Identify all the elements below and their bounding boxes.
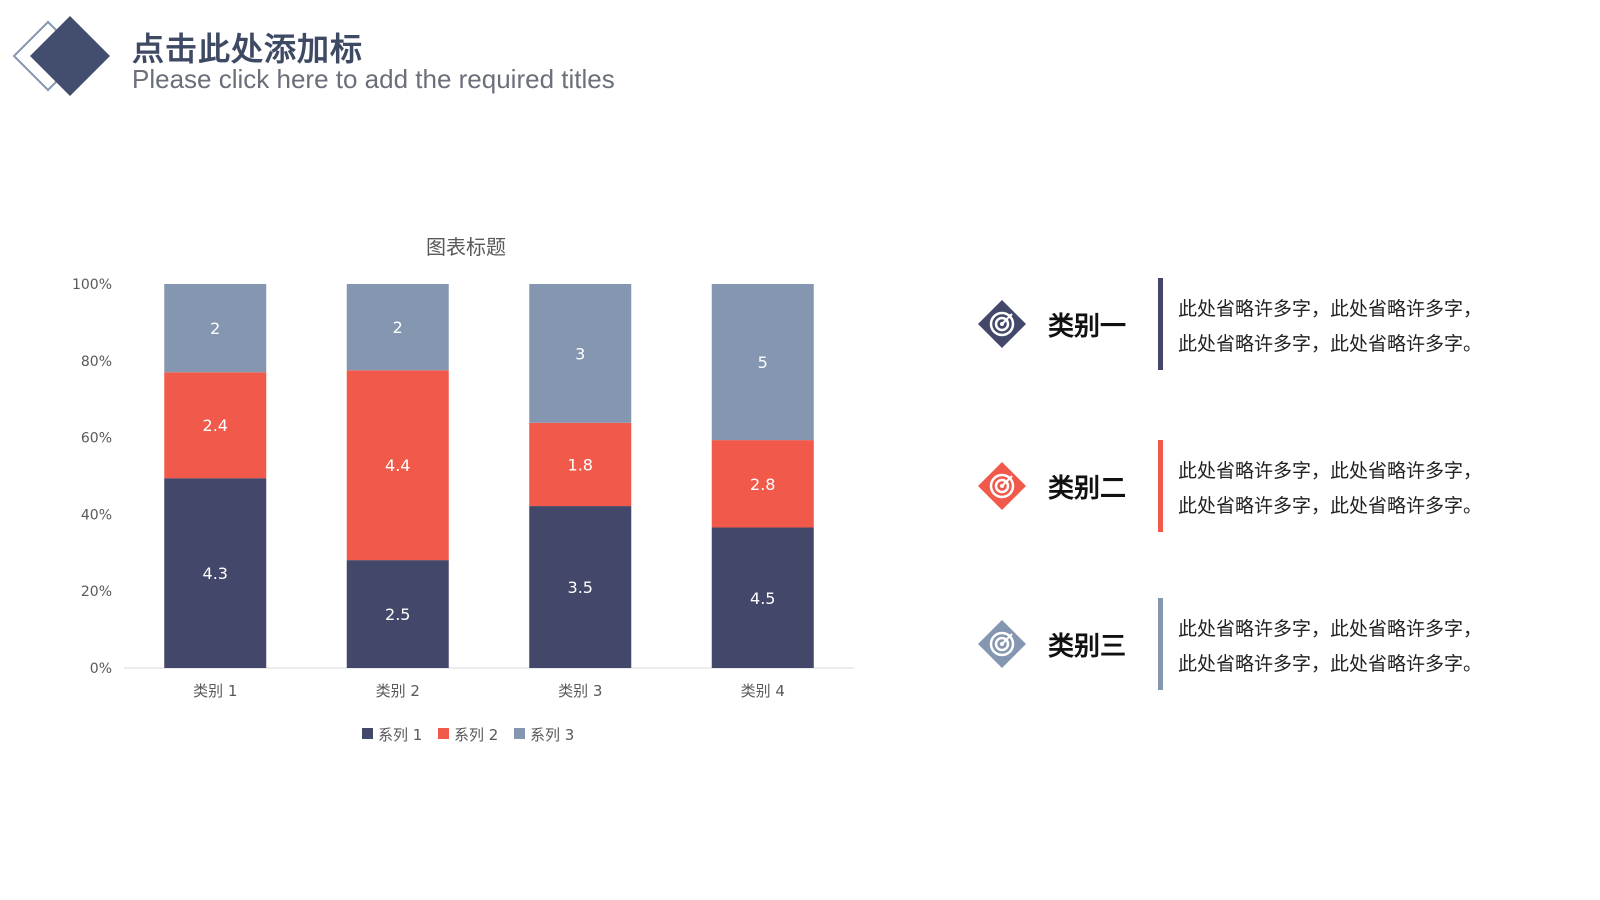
page-subtitle[interactable]: Please click here to add the required ti… — [132, 64, 615, 94]
data-label: 4.5 — [750, 589, 775, 608]
bar-segment[interactable] — [529, 506, 632, 668]
category-card-1: 类别一 此处省略许多字，此处省略许多字， 此处省略许多字，此处省略许多字。 — [940, 276, 1560, 372]
x-tick-label: 类别 2 — [376, 682, 420, 700]
bar-segment[interactable] — [164, 372, 267, 479]
category-card-2: 类别二 此处省略许多字，此处省略许多字， 此处省略许多字，此处省略许多字。 — [940, 438, 1560, 534]
x-tick-label: 类别 1 — [193, 682, 237, 700]
legend-label: 系列 3 — [530, 726, 574, 744]
bar-segment[interactable] — [164, 478, 267, 668]
data-label: 2 — [210, 319, 220, 338]
category-divider — [1158, 598, 1163, 690]
data-label: 2.5 — [385, 605, 410, 624]
category-divider — [1158, 440, 1163, 532]
category-label: 类别一 — [1048, 312, 1127, 342]
bar-segment[interactable] — [529, 422, 632, 507]
y-tick-label: 40% — [81, 507, 112, 523]
bar-segment[interactable] — [711, 527, 814, 668]
category-description[interactable]: 此处省略许多字，此处省略许多字， 此处省略许多字，此处省略许多字。 — [1178, 460, 1483, 517]
legend-swatch — [438, 728, 449, 739]
data-label: 4.4 — [385, 456, 410, 475]
legend-swatch — [362, 728, 373, 739]
data-label: 4.3 — [203, 564, 228, 583]
bar-segment[interactable] — [711, 284, 814, 441]
category-card-3: 类别三 此处省略许多字，此处省略许多字， 此处省略许多字，此处省略许多字。 — [940, 596, 1560, 692]
legend-swatch — [514, 728, 525, 739]
chart-title: 图表标题 — [426, 235, 506, 259]
category-label: 类别三 — [1048, 632, 1127, 662]
data-label: 2 — [393, 318, 403, 337]
data-label: 1.8 — [568, 455, 593, 474]
logo-diamond-icon — [12, 16, 110, 96]
bar-segment[interactable] — [346, 370, 449, 561]
page-title[interactable]: 点击此处添加标 — [132, 30, 364, 68]
category-label: 类别二 — [1048, 474, 1127, 504]
target-icon — [978, 300, 1026, 348]
stacked-bar-chart: 图表标题 0% 20% 40% 60% 80% 100% 4.3 2.4 2 2.5 4.4 2 3.… — [72, 235, 854, 744]
legend-label: 系列 1 — [378, 726, 422, 744]
target-icon — [978, 462, 1026, 510]
bar-segment[interactable] — [346, 284, 449, 371]
x-tick-label: 类别 4 — [741, 682, 785, 700]
y-tick-label: 20% — [81, 584, 112, 600]
bar-segment[interactable] — [711, 440, 814, 528]
category-description[interactable]: 此处省略许多字，此处省略许多字， 此处省略许多字，此处省略许多字。 — [1178, 298, 1483, 355]
data-label: 5 — [758, 353, 768, 372]
category-description[interactable]: 此处省略许多字，此处省略许多字， 此处省略许多字，此处省略许多字。 — [1178, 618, 1483, 675]
data-label: 3 — [575, 344, 585, 363]
y-tick-label: 100% — [72, 277, 112, 293]
data-label: 2.4 — [203, 416, 228, 435]
target-icon — [978, 620, 1026, 668]
y-tick-label: 80% — [81, 354, 112, 370]
data-label: 2.8 — [750, 475, 775, 494]
bar-segment[interactable] — [529, 284, 632, 423]
bar-segment[interactable] — [164, 284, 267, 373]
data-label: 3.5 — [568, 578, 593, 597]
legend-label: 系列 2 — [454, 726, 498, 744]
x-tick-label: 类别 3 — [558, 682, 602, 700]
category-divider — [1158, 278, 1163, 370]
y-tick-label: 0% — [90, 661, 112, 677]
bar-segment[interactable] — [346, 560, 449, 668]
y-tick-label: 60% — [81, 431, 112, 447]
